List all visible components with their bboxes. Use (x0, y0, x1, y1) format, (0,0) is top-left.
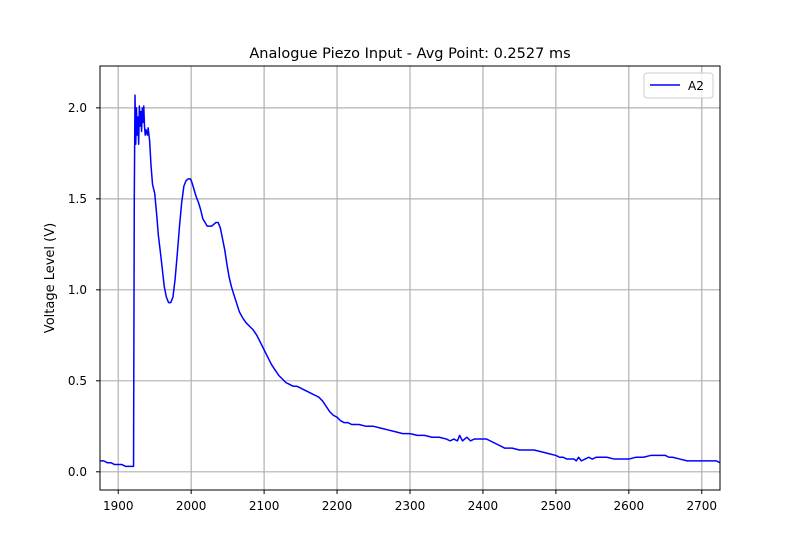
x-axis: 1900 2000 2100 2200 2300 2400 2500 2600 2700 (103, 490, 717, 513)
y-tick-label: 1.5 (68, 192, 87, 206)
y-tick-label: 0.0 (68, 465, 87, 479)
x-tick-label: 2400 (468, 499, 499, 513)
y-axis: 0.0 0.5 1.0 1.5 2.0 (68, 101, 100, 479)
x-tick-label: 2300 (395, 499, 426, 513)
x-tick-label: 2500 (541, 499, 572, 513)
y-tick-label: 2.0 (68, 101, 87, 115)
grid (100, 66, 720, 490)
y-tick-label: 1.0 (68, 283, 87, 297)
x-tick-label: 2000 (176, 499, 207, 513)
series-line-a2 (100, 94, 720, 468)
legend-label-a2: A2 (688, 79, 704, 93)
x-tick-label: 2600 (614, 499, 645, 513)
chart-title: Analogue Piezo Input - Avg Point: 0.2527… (249, 46, 570, 62)
y-axis-label: Voltage Level (V) (43, 223, 58, 333)
x-tick-label: 2200 (322, 499, 353, 513)
x-tick-label: 2700 (686, 499, 717, 513)
x-tick-label: 2100 (249, 499, 280, 513)
plot-area (100, 94, 720, 468)
legend: A2 (643, 72, 714, 99)
y-tick-label: 0.5 (68, 374, 87, 388)
x-tick-label: 1900 (103, 499, 134, 513)
